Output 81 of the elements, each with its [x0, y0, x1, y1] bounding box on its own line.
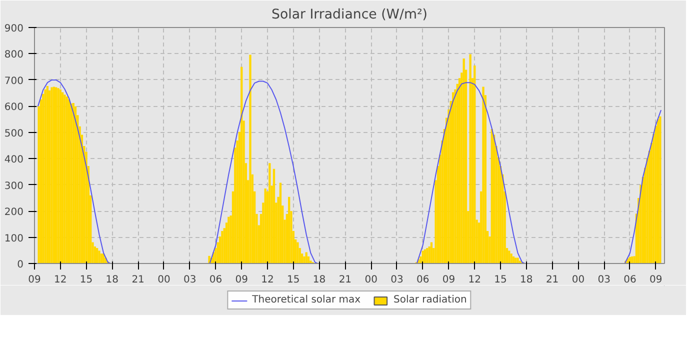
bar [490, 128, 493, 264]
y-tick-label: 600 [4, 102, 24, 114]
y-tick-label: 0 [17, 260, 24, 270]
y-tick-label: 500 [4, 128, 24, 140]
x-tick-label: 09 [650, 274, 662, 286]
y-tick-label: 900 [4, 24, 24, 34]
x-tick-label: 12 [261, 274, 274, 286]
x-tick-label: 06 [209, 274, 222, 286]
bar [249, 54, 252, 264]
bar [462, 58, 465, 264]
x-tick-label: 09 [28, 274, 41, 286]
bar [96, 248, 98, 264]
bar [240, 66, 243, 264]
bar [430, 242, 433, 264]
x-tick-label: 03 [183, 274, 196, 286]
y-tick-label: 200 [4, 207, 24, 218]
bar [426, 248, 428, 264]
x-tick-label: 00 [364, 274, 378, 286]
y-tick-label: 700 [4, 76, 24, 87]
y-tick-label: 300 [4, 180, 24, 192]
bar [428, 246, 430, 264]
bar [508, 250, 510, 264]
bar [66, 96, 68, 264]
bar [94, 246, 96, 264]
bar [42, 94, 44, 264]
x-tick-label: 03 [390, 274, 404, 286]
x-tick-label: 15 [287, 274, 300, 286]
bar [59, 89, 62, 264]
x-tick-label: 15 [494, 274, 507, 286]
bar [452, 92, 454, 264]
bar [228, 216, 230, 264]
bar [659, 116, 662, 264]
x-tick-label: 09 [235, 274, 248, 286]
y-tick-label: 100 [4, 233, 24, 244]
legend-label: Theoretical solar max [252, 294, 361, 306]
bar [279, 182, 282, 264]
x-tick-label: 15 [80, 274, 93, 286]
bar [305, 252, 308, 264]
bar [50, 87, 53, 264]
x-tick-label: 00 [572, 274, 585, 286]
bar [296, 242, 299, 264]
bar [221, 230, 224, 264]
bar [44, 89, 46, 264]
bar [288, 196, 290, 264]
x-tick-label: 12 [468, 274, 482, 286]
bar [64, 94, 66, 264]
x-tick-label: 06 [416, 274, 430, 286]
bar [54, 87, 58, 264]
x-tick-label: 12 [54, 274, 67, 286]
chart-title: Solar Irradiance (W/m²) [272, 8, 428, 22]
bar [272, 168, 276, 264]
bar [482, 86, 484, 264]
bar [98, 250, 100, 264]
bar [656, 119, 660, 264]
bar [510, 254, 512, 264]
bar [268, 163, 271, 264]
bar [46, 86, 49, 264]
x-tick-label: 18 [520, 274, 533, 286]
bar [474, 66, 476, 264]
x-tick-label: 06 [624, 274, 636, 286]
bar [48, 90, 51, 264]
x-tick-label: 18 [312, 274, 326, 286]
bar [61, 92, 64, 264]
x-tick-label: 03 [598, 274, 610, 286]
bar [70, 104, 72, 264]
bar [72, 103, 74, 264]
bar [74, 106, 77, 264]
x-tick-label: 21 [338, 274, 352, 286]
x-tick-label: 00 [158, 274, 170, 286]
bar [264, 188, 266, 264]
x-tick-label: 09 [442, 274, 456, 286]
x-tick-label: 21 [546, 274, 559, 286]
x-tick-label: 21 [132, 274, 144, 286]
bar [57, 88, 60, 264]
bar [68, 99, 70, 264]
bar [52, 86, 55, 264]
bar [469, 54, 472, 264]
x-tick-label: 18 [106, 274, 119, 286]
legend-label: Solar radiation [394, 294, 467, 306]
y-tick-label: 400 [4, 154, 24, 166]
y-tick-label: 800 [4, 50, 24, 61]
